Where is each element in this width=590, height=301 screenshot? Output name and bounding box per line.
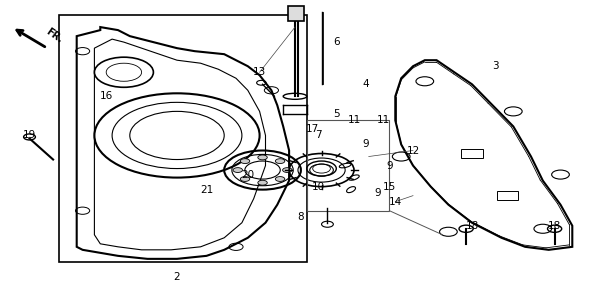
Bar — [307, 120, 389, 211]
Text: 18: 18 — [466, 221, 478, 231]
Text: 20: 20 — [241, 169, 254, 180]
Text: 8: 8 — [297, 212, 304, 222]
Text: 13: 13 — [253, 67, 266, 77]
Circle shape — [276, 177, 285, 182]
Circle shape — [233, 168, 242, 172]
Text: 9: 9 — [386, 160, 393, 171]
Text: 12: 12 — [407, 145, 419, 156]
Bar — [59, 15, 307, 262]
Text: 4: 4 — [362, 79, 369, 89]
Text: 9: 9 — [362, 139, 369, 150]
Text: 6: 6 — [333, 37, 340, 47]
Text: 21: 21 — [200, 185, 213, 195]
Bar — [497, 191, 518, 200]
Text: 16: 16 — [100, 91, 113, 101]
Bar — [288, 6, 304, 21]
Circle shape — [258, 155, 267, 160]
Bar — [461, 149, 483, 158]
Circle shape — [240, 159, 250, 163]
Text: 7: 7 — [315, 130, 322, 141]
Circle shape — [240, 177, 250, 182]
Text: 10: 10 — [312, 182, 325, 192]
Text: 2: 2 — [173, 272, 181, 282]
Circle shape — [258, 180, 267, 185]
Circle shape — [283, 168, 292, 172]
Text: 3: 3 — [492, 61, 499, 71]
Circle shape — [276, 159, 285, 163]
Text: FR.: FR. — [44, 27, 65, 45]
Text: 11: 11 — [377, 115, 390, 126]
Text: 5: 5 — [333, 109, 340, 119]
Text: 14: 14 — [389, 197, 402, 207]
Text: 9: 9 — [374, 188, 381, 198]
Text: 18: 18 — [548, 221, 561, 231]
Text: 19: 19 — [23, 130, 36, 141]
Text: 15: 15 — [383, 182, 396, 192]
Text: 11: 11 — [348, 115, 360, 126]
Text: 17: 17 — [306, 124, 319, 135]
